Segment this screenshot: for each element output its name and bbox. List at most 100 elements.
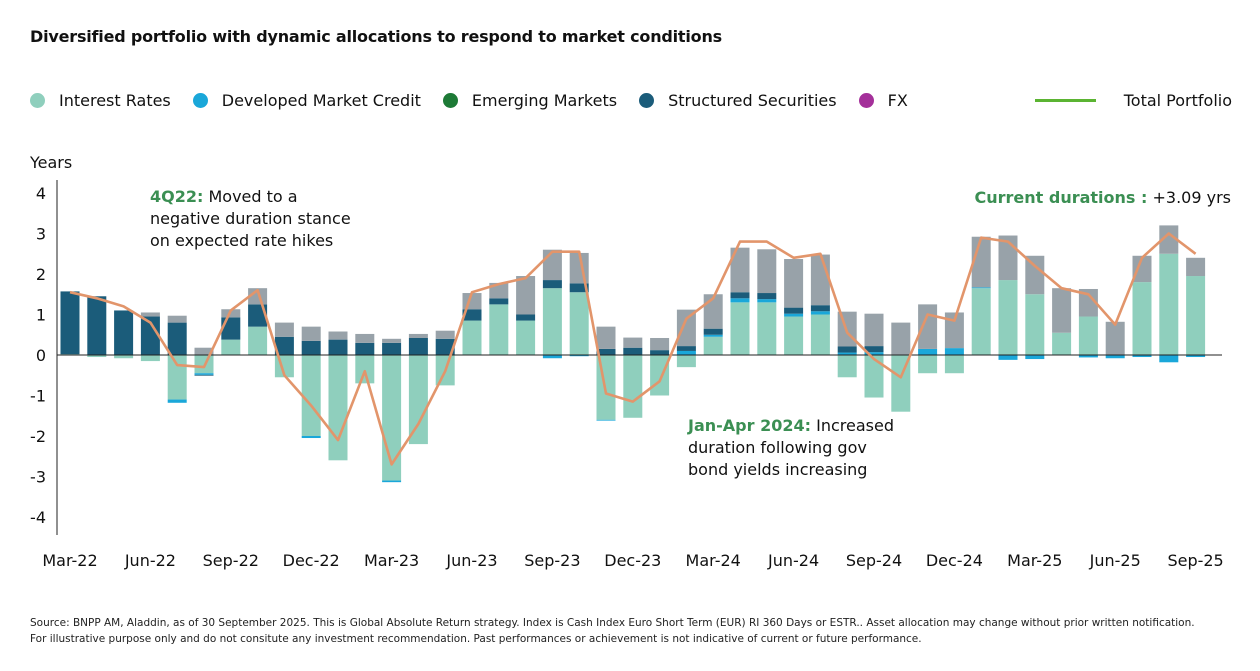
annotation-jan-head: Jan-Apr 2024: [688,416,812,435]
bar-segment-structured-securities [194,374,214,376]
bar-segment-interest-rates [757,302,777,355]
bar-segment-other [757,249,777,294]
bar-segment-interest-rates [918,355,938,374]
bar-segment-structured-securities [650,350,670,355]
bar-segment-interest-rates [1132,282,1152,355]
bar-segment-other [810,254,830,306]
bar-segment-interest-rates [837,355,857,378]
bar-segment-structured-securities [596,348,616,355]
bar-segment-other [623,337,643,348]
bar-segment-structured-securities [167,322,187,355]
bar-segment-other [435,330,455,339]
bar-segment-other [891,322,911,355]
bar-segment-interest-rates [516,320,536,355]
annotation-jan-apr-2024: Jan-Apr 2024: Increased duration followi… [688,415,894,481]
bar-segment-structured-securities [60,291,80,355]
annotation-jan-text2: duration following gov [688,438,867,457]
legend: Interest Rates Developed Market Credit E… [30,88,1232,112]
x-tick-label: Jun-25 [1089,551,1141,570]
legend-swatch [858,92,874,108]
bar-segment-other [274,322,294,337]
bar-segment-other [1132,255,1152,283]
bar-segment-other [676,309,696,347]
x-tick-label: Sep-24 [846,551,902,570]
legend-swatch [442,92,458,108]
bar-segment-interest-rates [87,355,107,358]
x-tick-label: Sep-25 [1167,551,1223,570]
y-tick-label: -1 [30,387,46,406]
source-note: Source: BNPP AM, Aladdin, as of 30 Septe… [30,615,1195,647]
annotation-jan-text1: Increased [811,416,894,435]
legend-label: Developed Market Credit [221,90,421,110]
bar-segment-developed-market-credit [944,348,964,355]
legend-item-developed-market-credit: Developed Market Credit [192,90,421,110]
bar-segment-interest-rates [408,355,428,445]
bar-segment-interest-rates [569,292,589,355]
x-tick-label: Mar-24 [686,551,741,570]
bar-segment-structured-securities [114,310,134,355]
bar-segment-structured-securities [274,336,294,355]
y-tick-label: 2 [36,265,46,284]
bar-segment-structured-securities [248,304,268,327]
annotation-4q22-text1: Moved to a [203,187,298,206]
bar-segment-developed-market-credit [1159,355,1179,363]
bar-segment-other [167,315,187,323]
y-tick-label: -3 [30,468,46,487]
bar-segment-interest-rates [998,280,1018,355]
bar-segment-structured-securities [382,342,402,355]
bar-segment-developed-market-credit [918,348,938,355]
bar-segment-developed-market-credit [569,355,589,357]
bar-segment-interest-rates [971,288,991,355]
bar-segment-other [355,333,375,343]
bar-segment-interest-rates [810,314,830,355]
legend-item-total-portfolio: Total Portfolio [1034,90,1232,110]
annotation-current-durations: Current durations : +3.09 yrs [974,188,1231,207]
legend-swatch [30,92,45,108]
bar-segment-other [1052,288,1072,333]
total-portfolio-line [69,232,1197,466]
legend-item-emerging-markets: Emerging Markets [442,91,617,110]
y-tick-label: 0 [36,346,46,365]
bar-segment-structured-securities [489,298,509,305]
bar-segment-interest-rates [1052,332,1072,355]
bar-segment-structured-securities [542,280,562,289]
x-tick-label: Jun-23 [445,551,497,570]
x-tick-label: Sep-23 [524,551,580,570]
legend-label: Total Portfolio [1123,90,1232,110]
bar-segment-interest-rates [650,355,670,396]
legend-item-structured-securities: Structured Securities [639,91,837,110]
bar-segment-developed-market-credit [1132,355,1152,358]
bar-segment-developed-market-credit [1186,355,1206,358]
annotation-4q22-text2: negative duration stance [150,209,351,228]
annotation-current-head: Current durations : [974,188,1148,207]
legend-label: FX [887,90,908,110]
bar-segment-developed-market-credit [167,399,187,403]
bar-segment-developed-market-credit [810,311,830,315]
bar-segment-interest-rates [328,355,348,461]
bar-segment-interest-rates [703,336,723,355]
bar-segment-other [944,312,964,349]
bar-segment-developed-market-credit [542,355,562,359]
source-line-2: For illustrative purpose only and do not… [30,633,922,645]
bar-segment-developed-market-credit [837,352,857,355]
bar-segment-other [1159,225,1179,254]
annotation-4q22: 4Q22: Moved to a negative duration stanc… [150,186,351,252]
bar-segment-other [516,276,536,315]
bar-segment-developed-market-credit [1078,355,1098,358]
bar-segment-structured-securities [757,293,777,300]
bar-segment-interest-rates [676,355,696,368]
bar-segment-other [194,347,214,355]
bar-segment-developed-market-credit [703,334,723,337]
bar-segment-other [542,249,562,281]
bar-segment-other [1025,255,1045,295]
bar-segment-developed-market-credit [864,352,884,355]
bar-segment-developed-market-credit [301,436,321,439]
bar-segment-interest-rates [1025,294,1045,355]
bar-segment-other [730,247,750,293]
annotation-jan-text3: bond yields increasing [688,460,868,479]
bar-segment-other [301,326,321,341]
bar-segment-developed-market-credit [194,373,214,375]
x-tick-label: Jun-24 [767,551,819,570]
bar-segment-structured-securities [676,346,696,351]
x-tick-label: Mar-22 [42,551,97,570]
